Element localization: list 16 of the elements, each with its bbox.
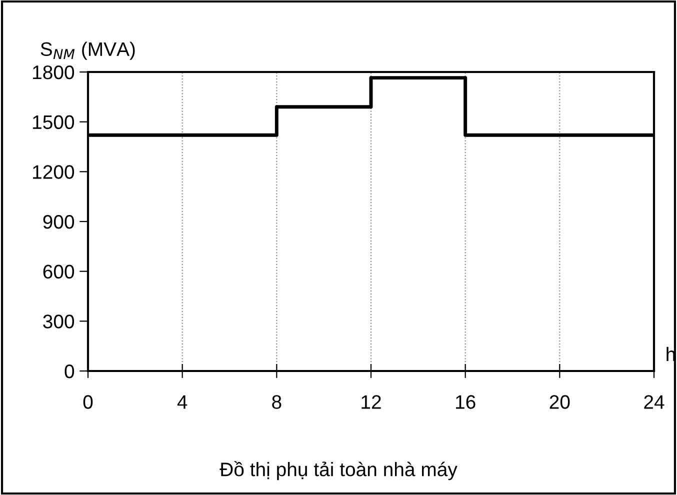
x-tick-label: 24	[644, 395, 664, 409]
y-tick-label: 600	[43, 264, 74, 279]
y-tick-label: 300	[43, 314, 74, 328]
x-tick-label: 4	[177, 395, 188, 409]
y-axis-title: S$_{NM}$ (MVA)	[40, 42, 135, 60]
x-tick-label: 20	[550, 395, 570, 409]
y-tick-label: 0	[64, 364, 74, 378]
y-tick-label: 900	[43, 214, 74, 229]
x-tick-label: 12	[362, 395, 381, 409]
y-tick-label: 1200	[33, 165, 74, 179]
x-tick-label: 8	[272, 395, 282, 409]
y-tick-label: 1800	[33, 65, 74, 80]
x-tick-label: 0	[83, 395, 93, 409]
text: Đồ thị phụ tải toàn nhà máy	[220, 461, 458, 480]
x-tick-label: 16	[456, 395, 476, 409]
y-tick-label: 1500	[33, 115, 74, 130]
